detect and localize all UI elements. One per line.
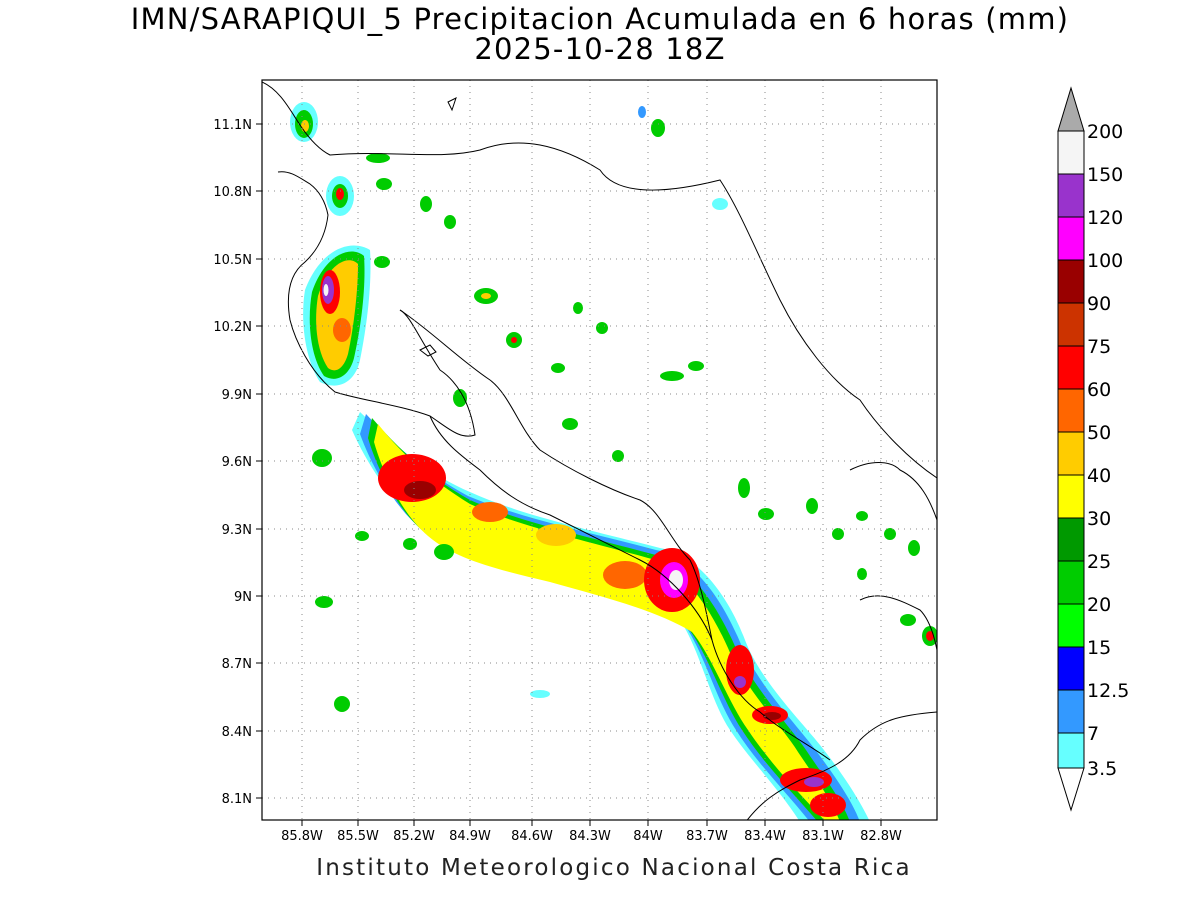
lat-tick-label: 8.7N — [222, 657, 252, 672]
colorbar-swatch — [1057, 517, 1085, 562]
heavy-cells — [378, 454, 846, 817]
lat-tick-label: 10.8N — [213, 185, 252, 200]
lat-tick-label: 11.1N — [213, 118, 252, 133]
colorbar-label: 75 — [1087, 336, 1111, 358]
colorbar-swatch — [1057, 732, 1085, 769]
colorbar-swatch — [1057, 689, 1085, 734]
colorbar-label: 100 — [1087, 250, 1123, 272]
colorbar-label: 150 — [1087, 164, 1123, 186]
lat-tick-labels: 11.1N 10.8N 10.5N 10.2N 9.9N 9.6N 9.3N 9… — [213, 118, 252, 807]
lon-tick-label: 84.6W — [511, 829, 553, 844]
lon-tick-label: 85.8W — [281, 829, 323, 844]
lat-tick-label: 9.9N — [222, 388, 252, 403]
colorbar-top-arrow — [1057, 86, 1085, 132]
lat-tick-label: 9N — [234, 590, 252, 605]
colorbar-label: 15 — [1087, 637, 1111, 659]
lon-tick-label: 84W — [633, 829, 663, 844]
colorbar-label: 20 — [1087, 594, 1111, 616]
lon-tick-label: 85.5W — [337, 829, 379, 844]
colorbar-label: 200 — [1087, 121, 1123, 143]
colorbar-label: 30 — [1087, 508, 1111, 530]
lat-tick-label: 8.1N — [222, 792, 252, 807]
colorbar-label: 25 — [1087, 551, 1111, 573]
colorbar-swatch — [1057, 302, 1085, 347]
colorbar-swatch — [1057, 216, 1085, 261]
colorbar-swatch — [1057, 259, 1085, 304]
map-subtitle: 2025-10-28 18Z — [474, 32, 726, 66]
lon-tick-label: 83.7W — [686, 829, 728, 844]
colorbar-swatch — [1057, 603, 1085, 648]
colorbar-swatch — [1057, 345, 1085, 390]
lon-tick-label: 82.8W — [860, 829, 902, 844]
lon-tick-label: 84.9W — [449, 829, 491, 844]
colorbar-label: 40 — [1087, 465, 1111, 487]
institution-footer: Instituto Meteorologico Nacional Costa R… — [316, 855, 912, 881]
colorbar-label: 3.5 — [1087, 758, 1117, 780]
lon-tick-label: 85.2W — [393, 829, 435, 844]
colorbar-label: 7 — [1087, 723, 1099, 745]
map-frame — [261, 79, 938, 821]
lon-tick-label: 84.3W — [569, 829, 611, 844]
lat-tick-label: 10.2N — [213, 320, 252, 335]
lon-tick-labels: 85.8W 85.5W 85.2W 84.9W 84.6W 84.3W 84W … — [281, 829, 902, 844]
colorbar-label: 60 — [1087, 379, 1111, 401]
colorbar-bottom-arrow — [1057, 767, 1085, 812]
lat-tick-label: 9.3N — [222, 523, 252, 538]
colorbar-swatch — [1057, 431, 1085, 476]
lat-tick-label: 9.6N — [222, 455, 252, 470]
lat-tick-label: 8.4N — [222, 725, 252, 740]
colorbar-label: 120 — [1087, 207, 1123, 229]
colorbar-swatch — [1057, 130, 1085, 175]
tick-marks — [256, 123, 882, 826]
lat-tick-label: 10.5N — [213, 253, 252, 268]
lon-tick-label: 83.1W — [802, 829, 844, 844]
map-plot-area — [262, 80, 937, 820]
colorbar-swatch — [1057, 560, 1085, 605]
coastlines-and-borders — [262, 81, 937, 820]
colorbar: 200 150 120 100 90 75 60 50 40 30 25 20 … — [1057, 86, 1129, 812]
colorbar-swatch — [1057, 173, 1085, 218]
lon-tick-label: 83.4W — [744, 829, 786, 844]
colorbar-swatch — [1057, 388, 1085, 433]
scattered-cells — [290, 102, 937, 712]
precipitation-field — [290, 102, 937, 820]
colorbar-label: 12.5 — [1087, 680, 1129, 702]
map-title: IMN/SARAPIQUI_5 Precipitacion Acumulada … — [130, 2, 1070, 36]
colorbar-label: 90 — [1087, 293, 1111, 315]
colorbar-swatch — [1057, 646, 1085, 691]
colorbar-label: 50 — [1087, 422, 1111, 444]
colorbar-swatch — [1057, 474, 1085, 519]
guanacaste-rain-band — [303, 245, 371, 386]
